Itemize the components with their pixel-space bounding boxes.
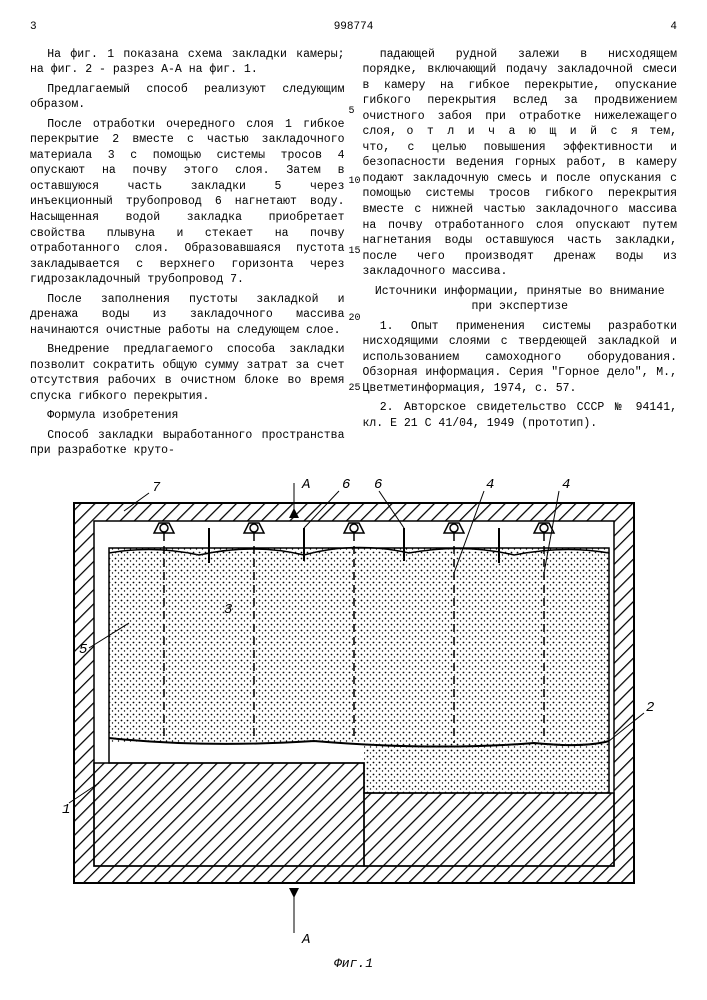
para: После заполнения пустоты закладкой и дре…	[30, 292, 345, 339]
figure-caption: Фиг.1	[54, 955, 654, 973]
sources-title: Источники информации, принятые во вниман…	[363, 284, 678, 315]
line-number: 20	[349, 312, 361, 326]
fig-label-5: 5	[79, 642, 88, 658]
line-number: 15	[349, 245, 361, 259]
fig-label-6: 6	[342, 477, 350, 493]
line-number: 10	[349, 175, 361, 189]
para: Способ закладки выработанного пространст…	[30, 428, 345, 459]
para: Предлагаемый способ реализуют следующим …	[30, 82, 345, 113]
formula-title: Формула изобретения	[30, 408, 345, 424]
diagram-svg: 7 А 6 6 4 4 5 1 3 2 А	[54, 473, 654, 953]
para: После отработки очередного слоя 1 гибкое…	[30, 117, 345, 288]
page-num-left: 3	[30, 20, 37, 35]
line-number: 25	[349, 382, 361, 396]
fig-label-1: 1	[62, 802, 70, 818]
fig-label-3: 3	[224, 602, 232, 618]
page-num-right: 4	[670, 20, 677, 35]
figure-1: 7 А 6 6 4 4 5 1 3 2 А Фиг.1	[54, 473, 654, 973]
right-column: 5 10 15 20 25 падающей рудной залежи в н…	[363, 47, 678, 463]
text-columns: На фиг. 1 показана схема закладки камеры…	[30, 47, 677, 463]
section-mark-a: А	[301, 932, 310, 948]
para: 1. Опыт применения системы разработки ни…	[363, 319, 678, 397]
page-header: 3 998774 4	[30, 20, 677, 35]
line-number: 5	[349, 105, 355, 119]
para: падающей рудной залежи в нисходящем поря…	[363, 47, 678, 280]
para: На фиг. 1 показана схема закладки камеры…	[30, 47, 345, 78]
fig-label-6: 6	[374, 477, 382, 493]
fig-label-4: 4	[562, 477, 570, 493]
para: 2. Авторское свидетельство СССР № 94141,…	[363, 400, 678, 431]
patent-number: 998774	[37, 20, 671, 35]
fig-label-7: 7	[152, 480, 161, 496]
left-column: На фиг. 1 показана схема закладки камеры…	[30, 47, 345, 463]
para: Внедрение предлагаемого способа закладки…	[30, 342, 345, 404]
section-mark-a: А	[301, 477, 310, 493]
fig-label-2: 2	[646, 700, 654, 716]
fig-label-4: 4	[486, 477, 494, 493]
